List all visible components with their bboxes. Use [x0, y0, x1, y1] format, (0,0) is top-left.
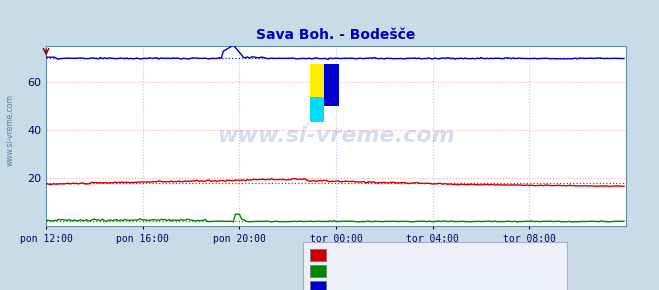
- Title: Sava Boh. - Bodešče: Sava Boh. - Bodešče: [256, 28, 416, 42]
- Text: pretok[m3/s]: pretok[m3/s]: [333, 266, 414, 276]
- Text: www.si-vreme.com: www.si-vreme.com: [5, 95, 14, 166]
- Text: pretok[m3/s]: pretok[m3/s]: [333, 266, 414, 276]
- FancyBboxPatch shape: [310, 64, 324, 97]
- Text: www.si-vreme.com: www.si-vreme.com: [217, 126, 455, 146]
- FancyBboxPatch shape: [324, 64, 339, 106]
- FancyBboxPatch shape: [310, 97, 324, 122]
- Text: temperatura[C]: temperatura[C]: [333, 250, 427, 260]
- Text: temperatura[C]: temperatura[C]: [333, 250, 427, 260]
- Text: višina[cm]: višina[cm]: [333, 282, 400, 290]
- Text: višina[cm]: višina[cm]: [333, 282, 400, 290]
